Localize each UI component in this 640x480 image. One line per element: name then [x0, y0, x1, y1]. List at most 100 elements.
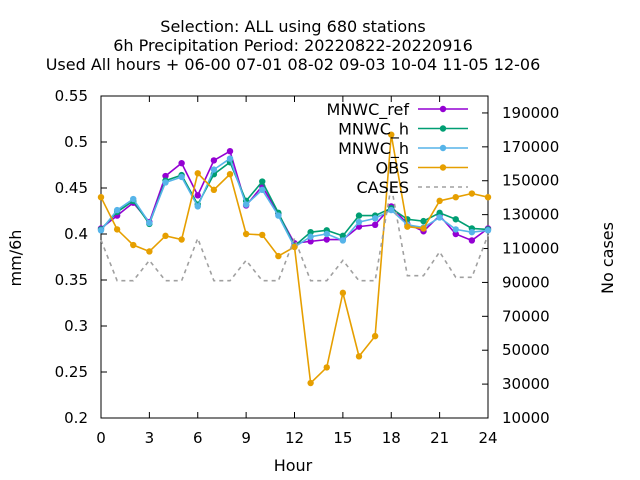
legend-label: MNWC_h [338, 120, 409, 140]
legend-marker [439, 105, 447, 113]
data-point [420, 225, 427, 232]
legend-label: OBS [376, 159, 409, 178]
y2-tick-label: 50000 [502, 341, 550, 359]
data-point [210, 166, 218, 173]
data-point [194, 192, 201, 199]
data-point [307, 233, 314, 240]
y2-axis-label: No cases [598, 222, 617, 294]
data-point [323, 230, 330, 238]
data-point [307, 379, 314, 387]
data-point [388, 206, 395, 214]
legend-label: MNWC_ref [327, 100, 410, 120]
legend-label: CASES [356, 178, 409, 197]
legend-marker [439, 144, 447, 152]
x-tick-label: 21 [430, 429, 449, 447]
y-tick-label: 0.4 [64, 225, 88, 243]
data-point [226, 155, 234, 162]
data-point [210, 186, 218, 194]
data-point [371, 221, 379, 228]
x-tick-label: 3 [145, 429, 155, 447]
y2-tick-label: 70000 [502, 307, 550, 325]
data-point [484, 194, 492, 201]
data-point [291, 243, 298, 251]
y-axis: 0.2 0.25 0.3 0.35 0.4 0.45 0.5 0.55 [55, 87, 107, 427]
data-point [113, 226, 121, 233]
data-point [307, 238, 314, 245]
data-point [259, 178, 266, 185]
x-axis-label: Hour [274, 456, 313, 475]
data-point [307, 228, 314, 236]
y2-tick-label: 30000 [502, 375, 550, 393]
title-line: 6h Precipitation Period: 20220822-202209… [113, 36, 473, 55]
data-point [468, 228, 476, 236]
y-tick-label: 0.25 [55, 363, 88, 381]
data-point [339, 237, 347, 244]
series-line [100, 157, 489, 249]
data-point [226, 148, 234, 155]
y-tick-label: 0.55 [55, 87, 88, 105]
data-point [178, 159, 185, 167]
plot-border [100, 95, 489, 419]
y2-tick-label: 190000 [502, 104, 559, 122]
data-point [146, 219, 153, 227]
data-point [388, 131, 395, 138]
data-point [259, 231, 266, 239]
y2-axis: 10000 30000 50000 70000 90000 110000 130000 150… [482, 104, 559, 427]
data-point [162, 232, 169, 240]
data-point [323, 236, 330, 243]
data-point [323, 364, 330, 371]
x-axis: 0 3 6 9 12 15 18 21 24 [96, 96, 498, 447]
data-point [339, 289, 347, 297]
data-point [468, 190, 476, 197]
y2-tick-label: 10000 [502, 409, 550, 427]
data-point [355, 218, 363, 226]
y-tick-label: 0.5 [64, 133, 88, 151]
data-point [452, 230, 459, 238]
data-point [130, 241, 137, 249]
y2-tick-label: 170000 [502, 138, 559, 156]
x-tick-label: 15 [333, 429, 352, 447]
title-line: Selection: ALL using 680 stations [160, 17, 425, 36]
data-point [226, 171, 234, 178]
y-tick-label: 0.45 [55, 179, 88, 197]
y2-tick-label: 90000 [502, 273, 550, 291]
x-tick-label: 24 [478, 429, 497, 447]
data-point [468, 237, 476, 244]
data-point [436, 197, 443, 205]
data-point [178, 236, 185, 243]
data-point [452, 216, 459, 223]
x-tick-label: 12 [285, 429, 304, 447]
x-tick-label: 6 [193, 429, 203, 447]
legend-marker [439, 125, 447, 132]
data-point [355, 353, 363, 360]
data-point [275, 212, 282, 219]
data-point [162, 179, 169, 186]
y-tick-label: 0.2 [64, 409, 88, 427]
data-point [275, 252, 282, 260]
data-point [259, 186, 266, 194]
data-point [146, 248, 153, 255]
legend-marker [439, 164, 447, 171]
data-point [113, 206, 121, 214]
data-point [452, 194, 459, 201]
y-tick-label: 0.3 [64, 317, 88, 335]
data-point [210, 157, 218, 164]
data-point [371, 215, 379, 222]
series-mnwc-h-2 [97, 155, 492, 251]
data-point [371, 332, 379, 340]
title-line: Used All hours + 06-00 07-01 08-02 09-03… [46, 55, 541, 74]
data-point [242, 201, 250, 208]
data-point [178, 173, 185, 181]
series-cases-4 [100, 185, 489, 282]
y-axis-label: mm/6h [6, 230, 25, 287]
series-mnwc-ref-0 [97, 148, 492, 247]
plot-frame [100, 95, 489, 419]
data-point [436, 214, 443, 221]
data-point [130, 195, 137, 203]
data-point [97, 194, 105, 201]
y2-tick-label: 110000 [502, 240, 559, 258]
series-line [100, 160, 489, 248]
